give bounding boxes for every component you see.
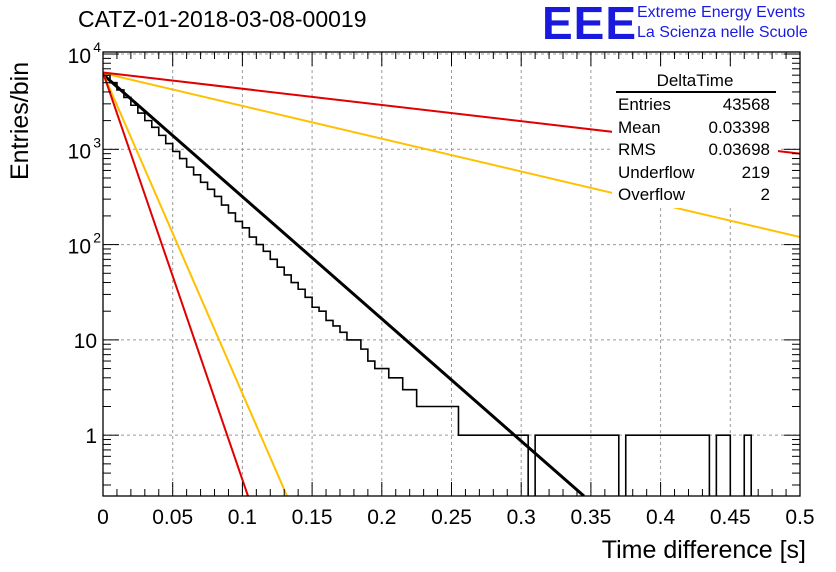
stats-label: Entries <box>618 95 671 114</box>
chart-title: CATZ-01-2018-03-08-00019 <box>78 6 367 32</box>
stats-box: DeltaTime Entries 43568 Mean 0.03398 RMS 0.… <box>612 70 778 208</box>
x-axis-label: Time difference [s] <box>601 536 806 564</box>
x-tick-label: 0.1 <box>228 506 257 529</box>
y-tick-label: 1 <box>85 425 97 448</box>
y-tick-exponent: 2 <box>93 230 101 246</box>
fit-line <box>103 73 585 496</box>
x-tick-label: 0 <box>97 506 109 529</box>
stats-row: Underflow 219 <box>612 162 778 185</box>
envelope-line <box>103 72 288 496</box>
stats-value: 0.03698 <box>708 140 770 159</box>
stats-separator <box>616 91 776 93</box>
x-tick-label: 0.45 <box>710 506 751 529</box>
y-tick-label: 10 <box>74 330 97 353</box>
x-tick-label: 0.3 <box>507 506 536 529</box>
stats-label: Overflow <box>618 185 686 204</box>
x-tick-label: 0.2 <box>367 506 396 529</box>
chart-series <box>103 71 800 496</box>
x-tick-label: 0.25 <box>431 506 472 529</box>
envelope-line <box>103 72 249 496</box>
x-tick-label: 0.5 <box>785 506 814 529</box>
y-tick-exponent: 3 <box>93 134 101 150</box>
stats-value: 43568 <box>722 95 770 114</box>
logo-line-2: La Scienza nelle Scuole <box>637 24 808 41</box>
y-axis-label: Entries/bin <box>6 61 34 180</box>
envelope-line <box>103 72 800 239</box>
stats-row: Entries 43568 <box>612 94 778 117</box>
y-tick-label: 10 <box>68 236 91 259</box>
axis-ticks: 0 0.05 0.1 0.15 0.2 0.25 0.3 0.35 0.4 0.45 0.5 1 10 1… <box>68 39 815 529</box>
stats-value: 219 <box>741 162 770 182</box>
stats-value: 2 <box>760 185 770 204</box>
y-tick-label: 10 <box>68 140 91 163</box>
stats-label: Underflow <box>618 162 695 182</box>
stats-value: 0.03398 <box>708 117 770 137</box>
stats-title: DeltaTime <box>656 71 734 90</box>
eee-logo: EEE <box>542 0 638 49</box>
x-tick-label: 0.35 <box>570 506 611 529</box>
histogram-step <box>103 74 753 496</box>
logo-line-1: Extreme Energy Events <box>637 4 806 21</box>
clipped-series <box>103 71 800 496</box>
y-tick-exponent: 4 <box>93 39 101 55</box>
x-tick-label: 0.05 <box>152 506 193 529</box>
stats-row: RMS 0.03698 <box>612 139 778 162</box>
x-tick-label: 0.15 <box>292 506 333 529</box>
stats-label: RMS <box>618 140 656 159</box>
stats-row: Mean 0.03398 <box>612 117 778 140</box>
stats-row: Overflow 2 <box>612 184 778 207</box>
x-tick-label: 0.4 <box>646 506 676 529</box>
stats-label: Mean <box>618 117 661 137</box>
y-tick-label: 10 <box>68 45 91 68</box>
